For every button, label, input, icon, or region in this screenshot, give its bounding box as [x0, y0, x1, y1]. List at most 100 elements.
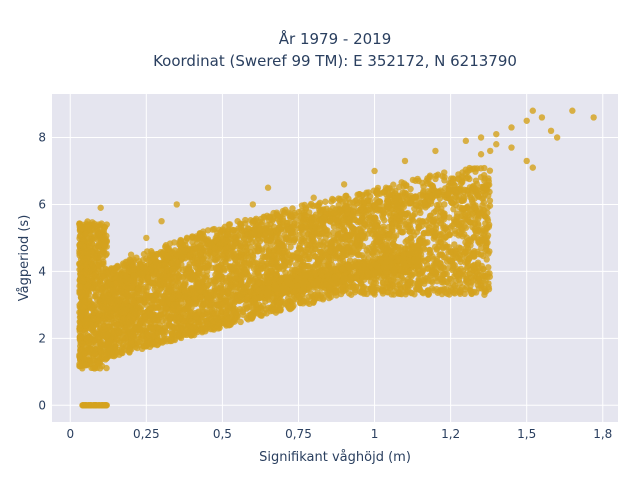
scatter-point [184, 302, 192, 310]
scatter-point [242, 240, 249, 247]
scatter-point [483, 256, 490, 263]
scatter-point [129, 291, 136, 299]
scatter-point [388, 277, 395, 284]
scatter-point [229, 248, 237, 256]
scatter-point [166, 240, 174, 247]
scatter-point [223, 298, 231, 306]
scatter-point [162, 317, 170, 325]
scatter-point [465, 216, 472, 224]
scatter-point [309, 233, 317, 240]
scatter-point [472, 289, 480, 296]
scatter-point [402, 191, 409, 198]
scatter-point [289, 205, 296, 212]
scatter-point [399, 275, 406, 282]
scatter-point [308, 200, 315, 208]
scatter-point [434, 189, 441, 197]
scatter-point [299, 300, 307, 307]
scatter-point [407, 185, 414, 193]
scatter-point [419, 218, 427, 225]
scatter-point [92, 291, 100, 299]
scatter-point [332, 254, 339, 262]
scatter-point [227, 280, 234, 288]
scatter-point [207, 325, 214, 333]
scatter-point [481, 211, 488, 219]
scatter-point [349, 284, 357, 292]
scatter-point [341, 202, 349, 210]
scatter-point [267, 241, 275, 248]
scatter-point [450, 205, 457, 213]
scatter-point [398, 290, 405, 298]
scatter-point [429, 267, 436, 275]
scatter-point [387, 217, 394, 224]
scatter-point [343, 192, 350, 200]
scatter-point [88, 273, 96, 280]
scatter-point [428, 278, 435, 285]
scatter-point [363, 290, 371, 298]
scatter-point [363, 247, 370, 254]
scatter-point [345, 236, 352, 243]
scatter-point [194, 279, 201, 286]
scatter-point [289, 229, 297, 237]
scatter-point [191, 295, 198, 302]
scatter-point [82, 263, 90, 270]
scatter-point [352, 216, 359, 224]
scatter-point [265, 304, 272, 312]
scatter-point [204, 227, 212, 234]
scatter-point [300, 217, 307, 224]
scatter-point [436, 195, 444, 202]
scatter-point [225, 255, 233, 262]
scatter-point [392, 195, 399, 202]
scatter-point [196, 265, 204, 272]
scatter-point [322, 234, 329, 242]
scatter-point [420, 244, 427, 251]
scatter-point [306, 253, 313, 261]
scatter-point [77, 231, 84, 239]
scatter-point [416, 197, 423, 205]
chart-title-line1: År 1979 - 2019 [279, 29, 392, 48]
scatter-point [457, 271, 465, 278]
scatter-point [204, 252, 212, 260]
scatter-point [199, 239, 206, 247]
scatter-point [168, 260, 176, 267]
scatter-point [184, 297, 192, 304]
scatter-point [180, 318, 188, 325]
scatter-point [249, 220, 256, 227]
scatter-point [279, 242, 286, 249]
scatter-point [384, 204, 391, 211]
scatter-point [345, 221, 352, 228]
scatter-point [450, 221, 457, 228]
scatter-point [226, 221, 234, 228]
scatter-point [103, 364, 110, 372]
scatter-point [409, 217, 417, 224]
scatter-point [333, 292, 340, 299]
scatter-point [181, 247, 189, 255]
scatter-point [368, 230, 376, 238]
scatter-point [318, 217, 326, 225]
scatter-point [472, 188, 480, 195]
scatter-point [133, 344, 141, 352]
scatter-point [100, 258, 107, 265]
scatter-point [189, 272, 196, 279]
scatter-point [396, 281, 404, 288]
scatter-point [472, 177, 480, 184]
scatter-point [178, 253, 186, 261]
scatter-point [432, 207, 439, 215]
scatter-point [358, 289, 365, 296]
scatter-point [291, 235, 299, 243]
scatter-point [486, 167, 494, 174]
scatter-point [404, 211, 412, 218]
scatter-point [86, 333, 94, 340]
scatter-point [482, 243, 490, 250]
scatter-point [203, 320, 211, 327]
scatter-point [247, 312, 255, 319]
scatter-point [486, 273, 494, 280]
scatter-point [340, 253, 347, 260]
scatter-point [96, 310, 103, 318]
scatter-point [282, 206, 289, 214]
scatter-point [142, 283, 149, 291]
scatter-point [118, 288, 125, 295]
scatter-point [366, 206, 373, 213]
scatter-point [451, 241, 458, 248]
scatter-point [436, 251, 443, 259]
scatter-point [154, 291, 161, 298]
